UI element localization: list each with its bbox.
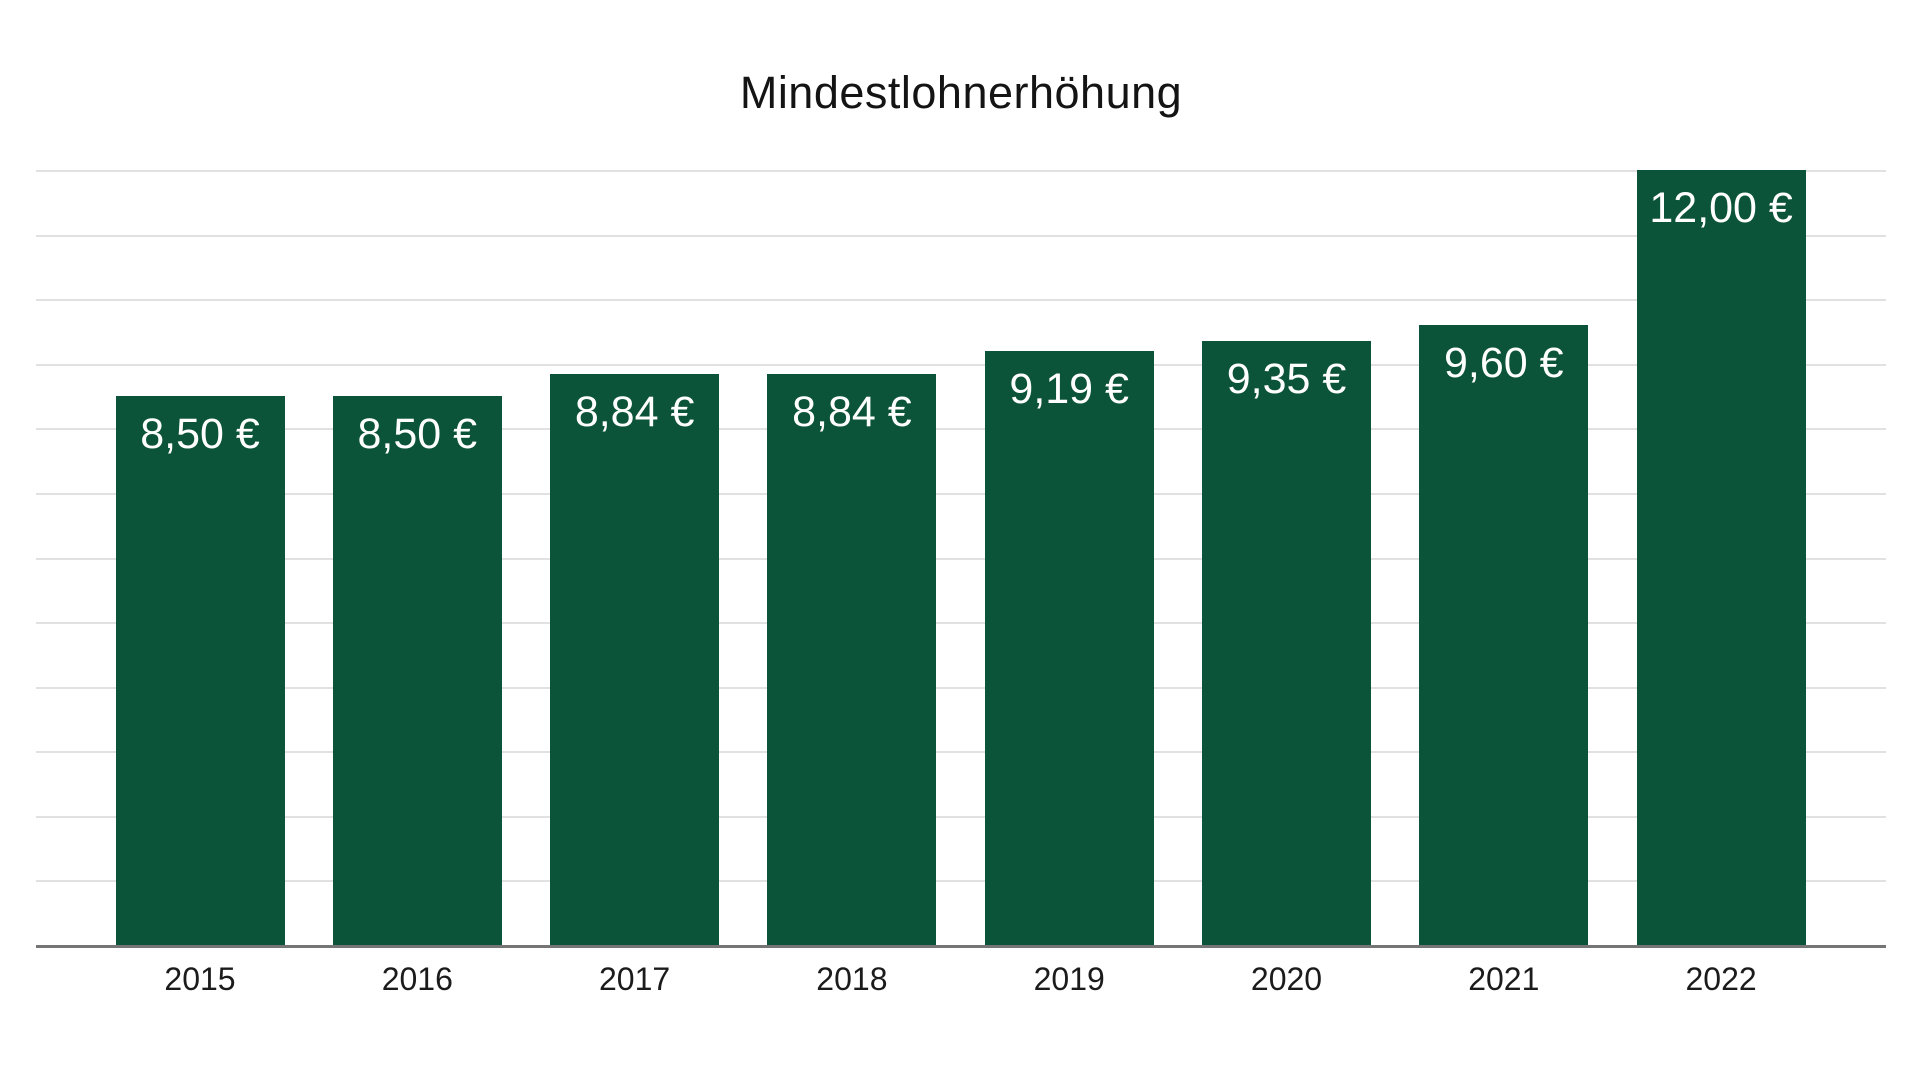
bar-value-label: 8,84 €	[574, 388, 695, 437]
bar-2019: 9,19 €	[984, 351, 1154, 945]
gridline	[36, 815, 1886, 818]
bar-2018: 8,84 €	[767, 374, 937, 945]
bar-value-label: 9,60 €	[1444, 339, 1564, 387]
gridline	[36, 299, 1886, 302]
chart-title: Mindestlohnerhöhung	[739, 67, 1183, 118]
x-axis-label-2016: 2016	[381, 961, 453, 997]
gridline	[36, 170, 1886, 172]
gridline	[36, 428, 1886, 431]
gridline	[36, 363, 1886, 366]
gridline	[36, 557, 1886, 560]
x-axis-label-2020: 2020	[1250, 961, 1323, 997]
gridline	[36, 686, 1886, 689]
bar-value-label: 8,50 €	[357, 410, 478, 459]
x-axis-label-2015: 2015	[164, 961, 236, 997]
x-axis-label-2019: 2019	[1033, 961, 1105, 997]
gridline	[36, 492, 1886, 495]
gridline	[36, 622, 1886, 625]
x-axis-labels: 2015 2016 2017 2018 2019 2020 2021 2022	[36, 960, 1886, 1010]
bar-value-label: 9,35 €	[1226, 355, 1347, 404]
x-axis-line	[36, 945, 1886, 948]
gridline	[36, 751, 1886, 754]
bar-2016: 8,50 €	[332, 396, 502, 945]
bar-2017: 8,84 €	[550, 374, 720, 945]
bar-2015: 8,50 €	[115, 396, 285, 945]
plot-area: 8,50 € 8,50 € 8,84 € 8,84 € 9,19 € 9,35 € 9,60…	[36, 170, 1886, 945]
bar-value-label: 8,50 €	[140, 410, 260, 459]
x-axis-label-2018: 2018	[816, 961, 888, 997]
bar-value-label: 8,84 €	[792, 388, 912, 437]
bar-2022: 12,00 €	[1636, 170, 1806, 945]
x-axis-label-2022: 2022	[1685, 961, 1757, 997]
bar-2020: 9,35 €	[1202, 341, 1371, 945]
bar-value-label: 12,00 €	[1649, 184, 1793, 232]
gridline	[36, 234, 1886, 237]
gridline	[36, 880, 1886, 883]
x-axis-label-2021: 2021	[1468, 961, 1540, 997]
x-axis-label-2017: 2017	[599, 961, 671, 997]
bar-2021: 9,60 €	[1419, 325, 1589, 945]
bar-value-label: 9,19 €	[1009, 365, 1129, 414]
